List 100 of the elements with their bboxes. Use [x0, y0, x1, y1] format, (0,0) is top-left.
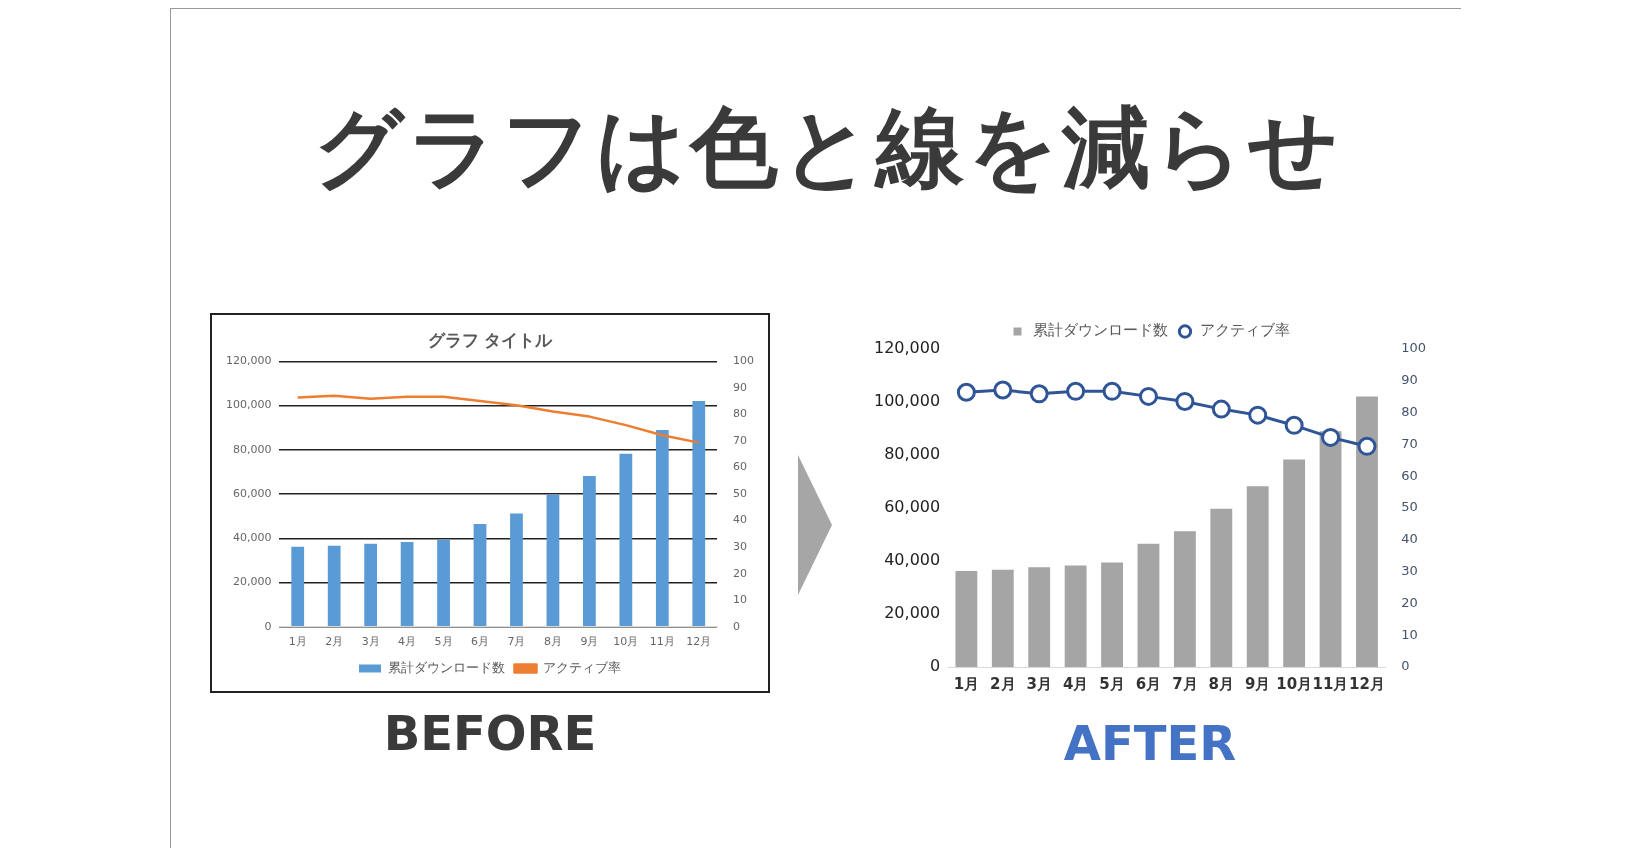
y-tick-label: 60,000 [884, 497, 941, 517]
y2-tick-label: 10 [1401, 626, 1418, 642]
x-tick-label: 7月 [1172, 674, 1198, 693]
point [1211, 399, 1231, 419]
x-tick-label: 6月 [471, 635, 490, 649]
x-tick-label: 5月 [1099, 674, 1125, 693]
bar [1173, 531, 1196, 667]
bar [1028, 567, 1051, 667]
y2-tick-label: 40 [733, 513, 747, 527]
x-tick-label: 5月 [434, 635, 453, 649]
y2-tick-label: 70 [733, 433, 747, 447]
y2-tick-label: 30 [733, 540, 747, 554]
y2-tick-label: 30 [1401, 562, 1418, 578]
bar [692, 400, 706, 627]
x-tick-label: 12月 [686, 635, 712, 649]
y-tick-label: 100,000 [873, 391, 941, 411]
text: BEFORE [382, 705, 598, 761]
x-tick-label: 4月 [1062, 674, 1089, 693]
point [1357, 436, 1377, 456]
y2-tick-label: 50 [733, 486, 747, 500]
y-tick-label: 100,000 [225, 398, 272, 412]
bar [1210, 508, 1233, 667]
point [1138, 386, 1158, 406]
text: AFTER [1062, 715, 1238, 771]
x-tick-label: 1月 [288, 635, 307, 649]
x-tick-label: 8月 [543, 635, 562, 649]
x-tick-label: 9月 [1245, 674, 1271, 693]
y2-tick-label: 90 [733, 380, 747, 394]
point [956, 382, 976, 402]
x-tick-label: 4月 [398, 635, 417, 649]
y2-tick-label: 20 [1401, 594, 1418, 610]
y-tick-label: 120,000 [873, 338, 941, 358]
x-tick-label: 3月 [361, 635, 380, 649]
y-tick-label: 0 [264, 619, 272, 633]
y-tick-label: 0 [929, 656, 941, 676]
point [1066, 381, 1086, 401]
y2-tick-label: 0 [1401, 658, 1410, 674]
x-tick-label: 3月 [1026, 674, 1052, 693]
point [1175, 391, 1195, 411]
point [1321, 427, 1341, 447]
point [1029, 384, 1049, 404]
point [1102, 381, 1122, 401]
y-tick-label: 40,000 [232, 531, 272, 545]
y-tick-label: 20,000 [232, 575, 272, 589]
x-tick-label: 9月 [580, 635, 599, 649]
y2-tick-label: 60 [1401, 467, 1418, 483]
y2-tick-label: 10 [733, 593, 747, 607]
y2-tick-label: 40 [1401, 531, 1418, 547]
x-tick-label: 7月 [507, 635, 526, 649]
bar [1137, 543, 1160, 667]
y2-tick-label: 100 [1401, 340, 1427, 356]
bar [1064, 565, 1087, 667]
point [1248, 405, 1268, 425]
bar [327, 545, 341, 627]
bar [364, 543, 378, 627]
y2-tick-label: 90 [1401, 372, 1418, 388]
x-tick-label: 2月 [990, 674, 1016, 693]
y2-tick-label: 50 [1401, 499, 1418, 515]
bar [437, 539, 450, 627]
bar [473, 523, 487, 627]
chart-title: グラフ タイトル [427, 329, 554, 350]
x-tick-label: 11月 [1312, 674, 1349, 693]
point [993, 380, 1013, 400]
bar [1101, 562, 1123, 667]
y2-tick-label: 20 [733, 566, 747, 580]
legend-label: アクティブ率 [1200, 321, 1290, 340]
legend-label: アクティブ率 [543, 659, 621, 675]
y2-tick-label: 80 [1401, 403, 1418, 419]
x-tick-label: 12月 [1349, 674, 1385, 693]
y-tick-label: 60,000 [232, 486, 272, 500]
point [1284, 415, 1304, 435]
bar [1283, 459, 1306, 667]
y-tick-label: 120,000 [225, 354, 272, 368]
y2-tick-label: 70 [1401, 435, 1418, 451]
bar [655, 429, 669, 627]
bar [955, 571, 978, 667]
y-tick-label: 80,000 [884, 444, 941, 464]
x-tick-label: 10月 [1276, 674, 1313, 693]
bar [1246, 486, 1269, 667]
bar [291, 546, 305, 627]
bar [991, 569, 1014, 667]
bar [1319, 431, 1342, 667]
x-tick-label: 2月 [325, 635, 344, 649]
y-tick-label: 80,000 [232, 442, 272, 456]
y2-tick-label: 100 [733, 354, 754, 368]
legend-label: 累計ダウンロード数 [1032, 321, 1168, 340]
x-tick-label: 6月 [1135, 674, 1162, 693]
y2-tick-label: 80 [733, 407, 747, 421]
legend-label: 累計ダウンロード数 [387, 659, 505, 675]
bar [1356, 396, 1378, 667]
x-tick-label: 10月 [613, 635, 639, 649]
bar [400, 542, 414, 627]
y-tick-label: 40,000 [884, 550, 941, 570]
y2-tick-label: 0 [733, 619, 740, 633]
x-tick-label: 1月 [953, 674, 980, 693]
bar [619, 453, 633, 627]
bar [583, 475, 596, 627]
y-tick-label: 20,000 [884, 603, 941, 623]
bar [510, 513, 523, 627]
x-tick-label: 8月 [1208, 674, 1235, 693]
